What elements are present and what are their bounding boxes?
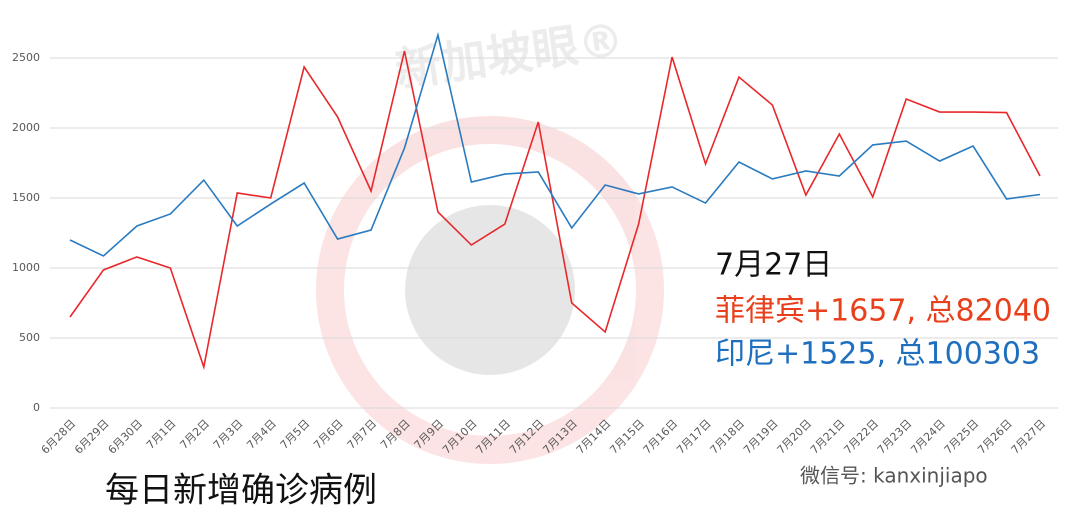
- y-tick-label: 1500: [12, 191, 40, 204]
- y-tick-label: 500: [19, 331, 40, 344]
- footer: 微信号: kanxinjiapo: [800, 464, 988, 488]
- y-tick-label: 2000: [12, 121, 40, 134]
- x-tick-label: 7月17日: [674, 417, 714, 457]
- watermark-ring: [316, 116, 664, 464]
- x-tick-label: 7月7日: [345, 417, 380, 452]
- annotation-ph: 菲律宾+1657, 总82040: [715, 294, 1051, 329]
- x-tick-label: 7月19日: [741, 417, 781, 457]
- x-tick-label: 7月22日: [841, 417, 881, 457]
- x-tick-label: 7月18日: [708, 417, 748, 457]
- series-line: [69, 31, 1041, 257]
- x-tick-label: 7月4日: [244, 417, 279, 452]
- x-tick-label: 7月15日: [607, 417, 647, 457]
- series-line: [69, 50, 1041, 371]
- x-tick-label: 7月5日: [278, 417, 313, 452]
- x-tick-label: 7月21日: [808, 417, 848, 457]
- watermark-dot: [405, 205, 575, 375]
- x-tick-label: 7月3日: [211, 417, 246, 452]
- x-tick-label: 7月20日: [775, 417, 815, 457]
- x-tick-label: 7月23日: [875, 417, 915, 457]
- x-tick-label: 7月24日: [908, 417, 948, 457]
- x-tick-label: 7月25日: [942, 417, 982, 457]
- x-tick-label: 6月29日: [72, 417, 112, 457]
- x-tick-label: 6月28日: [39, 417, 79, 457]
- x-tick-label: 7月26日: [975, 417, 1015, 457]
- x-tick-label: 7月16日: [641, 417, 681, 457]
- watermark: 新加坡眼®: [316, 12, 664, 464]
- x-tick-label: 7月2日: [177, 417, 212, 452]
- annotation-date: 7月27日: [715, 248, 832, 283]
- chart-title: 每日新增确诊病例: [105, 471, 377, 511]
- annotation-id: 印尼+1525, 总100303: [715, 337, 1040, 372]
- y-tick-label: 0: [33, 401, 40, 414]
- watermark-text: 新加坡眼®: [392, 12, 627, 97]
- y-tick-label: 2500: [12, 51, 40, 64]
- x-tick-label: 6月30日: [106, 417, 146, 457]
- x-tick-label: 7月27日: [1009, 417, 1049, 457]
- y-tick-label: 1000: [12, 261, 40, 274]
- x-tick-label: 7月6日: [311, 417, 346, 452]
- x-tick-label: 7月1日: [144, 417, 179, 452]
